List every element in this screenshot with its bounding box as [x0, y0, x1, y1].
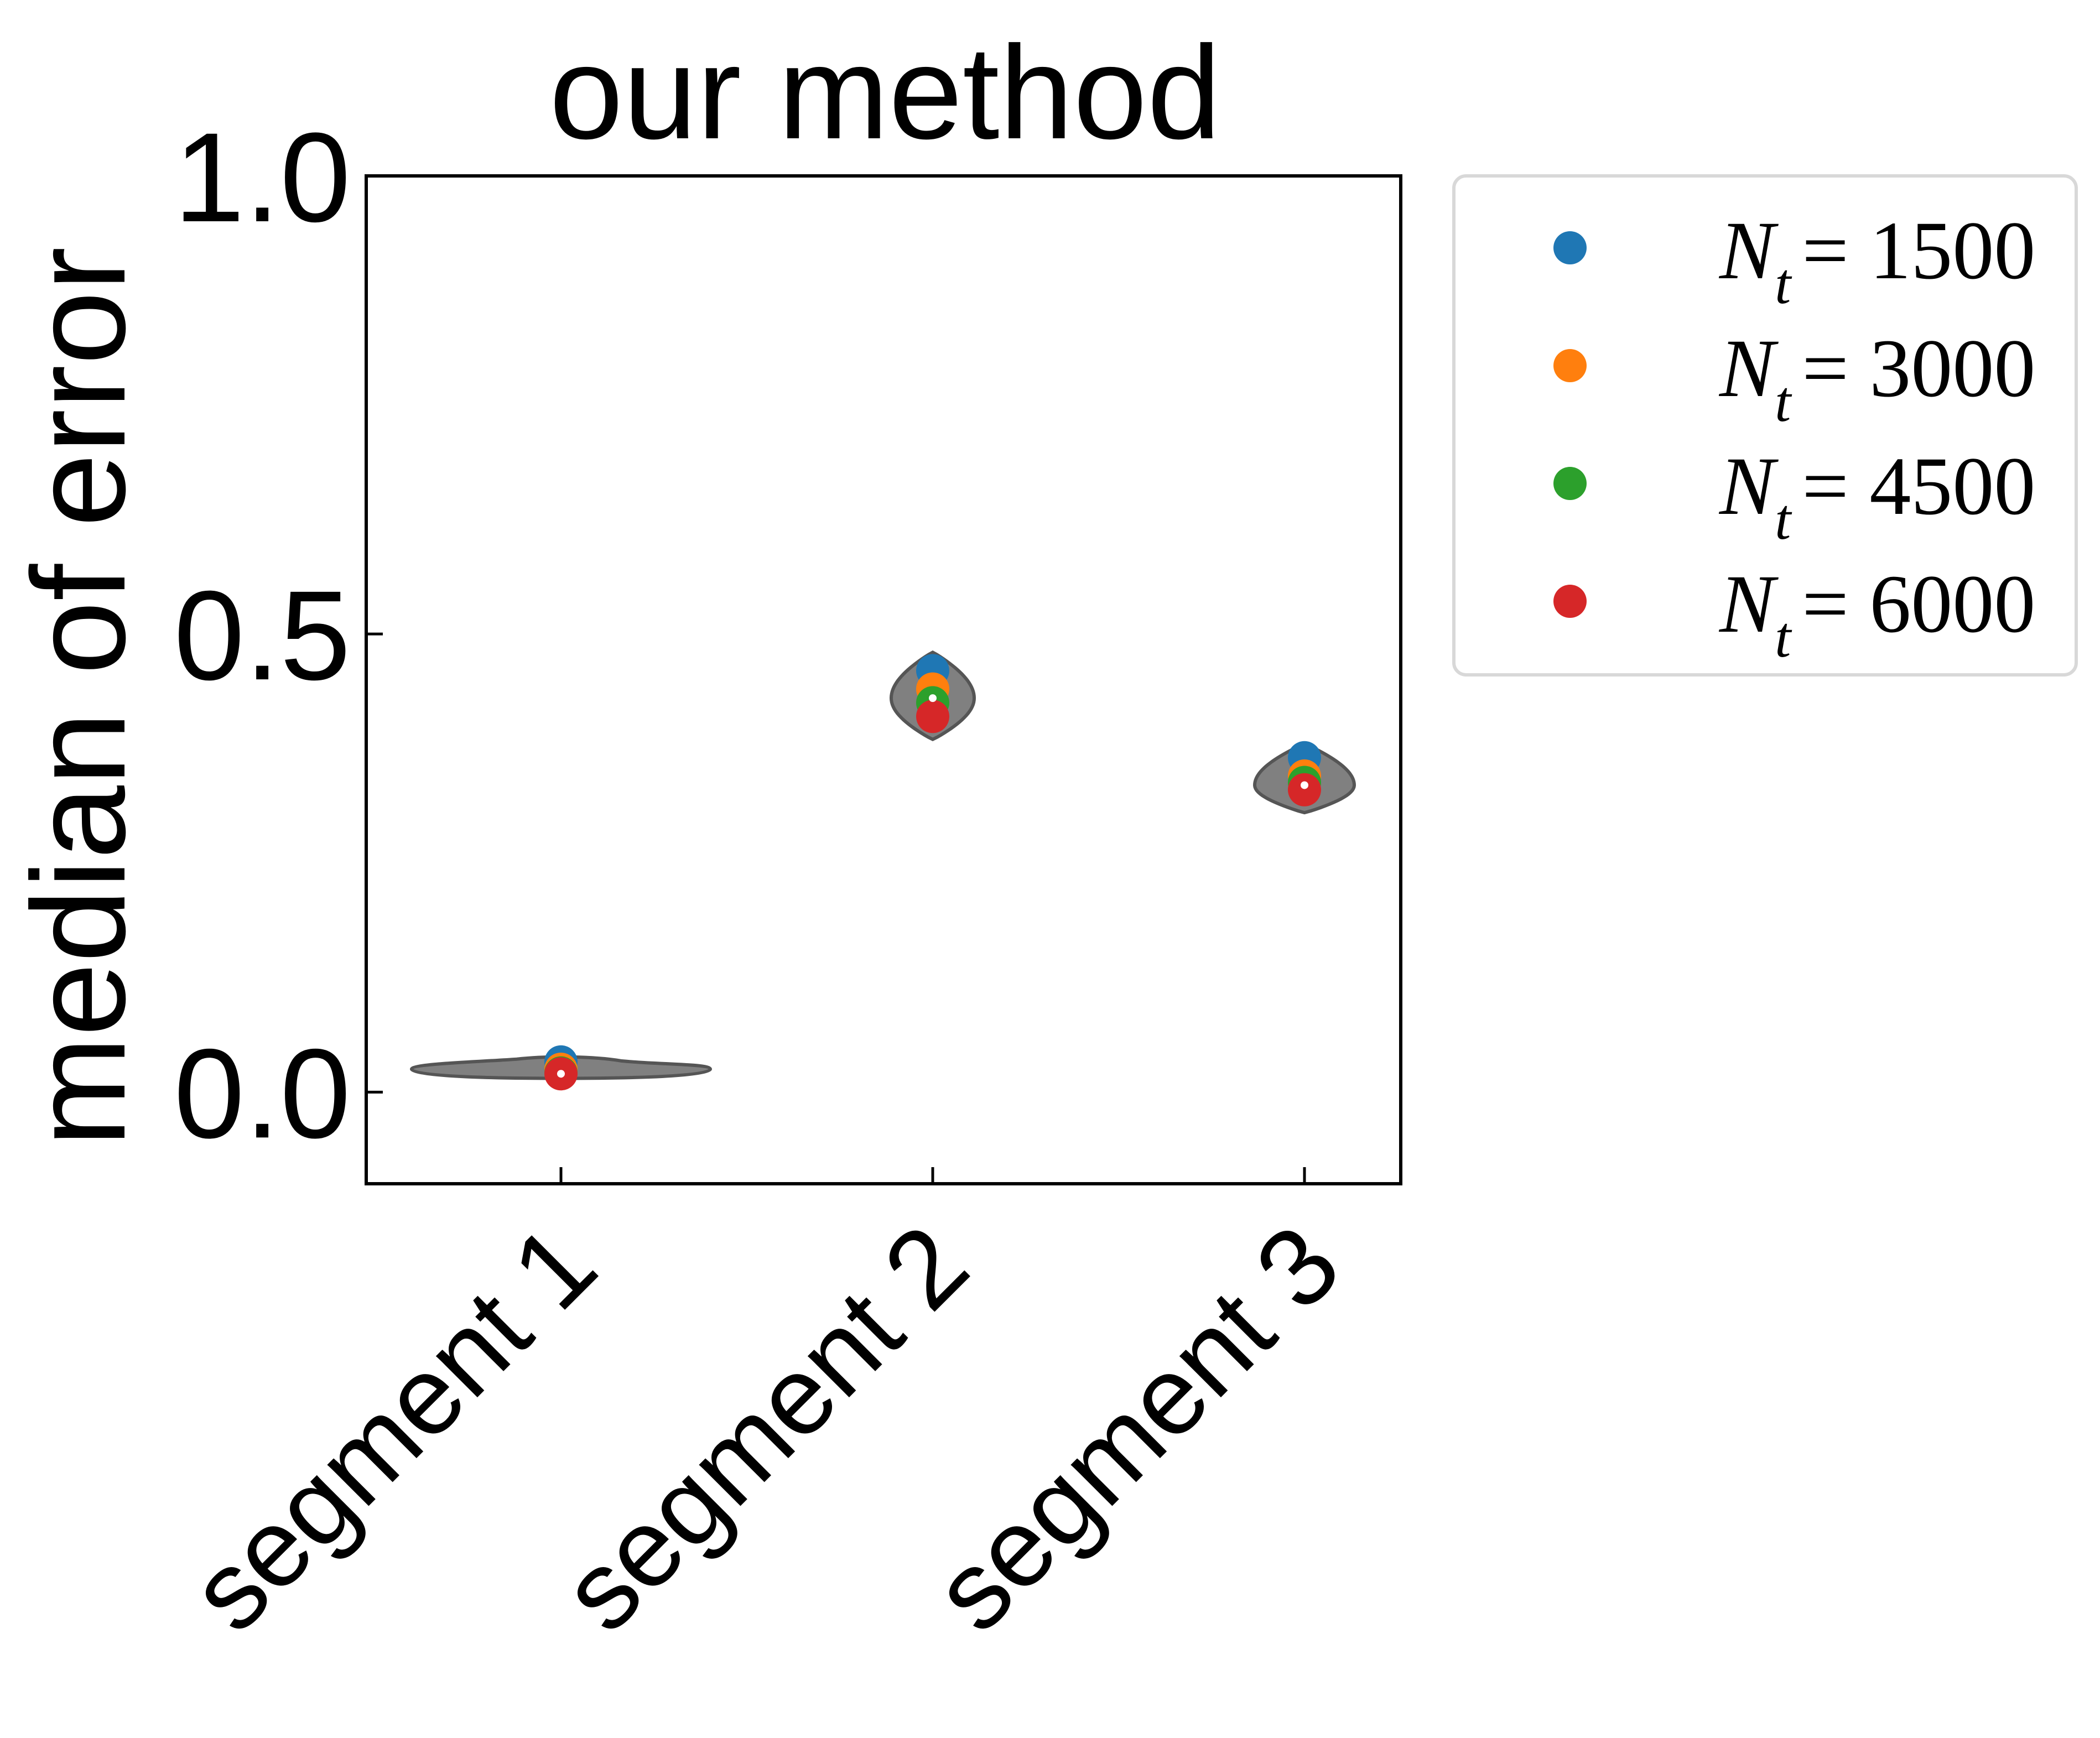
y-tick-label: 1.0: [174, 106, 351, 248]
data-point: [916, 700, 949, 733]
x-tick-label: segment 3: [910, 1202, 1363, 1654]
legend-label: Nt = 4500: [1718, 440, 2035, 551]
y-axis-label: median of error: [4, 247, 153, 1147]
legend-frame: [1452, 174, 2078, 677]
legend-label: Nt = 1500: [1718, 205, 2035, 316]
y-tick-label: 0.0: [174, 1022, 351, 1164]
data-point: [1288, 773, 1321, 806]
legend-label: Nt = 6000: [1718, 558, 2035, 669]
y-tick-label: 0.5: [174, 564, 351, 706]
legend-marker: [1553, 467, 1587, 500]
legend-marker: [1553, 349, 1587, 382]
x-tick-label: segment 1: [167, 1202, 619, 1654]
plot-frame: [365, 174, 1402, 1185]
legend-marker: [1553, 231, 1587, 264]
violin-median: [1301, 781, 1308, 789]
legend-marker: [1553, 585, 1587, 618]
legend-label: Nt = 3000: [1718, 322, 2035, 434]
x-tick-label: segment 2: [538, 1202, 991, 1654]
violin-median: [929, 694, 937, 703]
violin-median: [557, 1070, 565, 1078]
chart-title: our method: [549, 18, 1221, 166]
